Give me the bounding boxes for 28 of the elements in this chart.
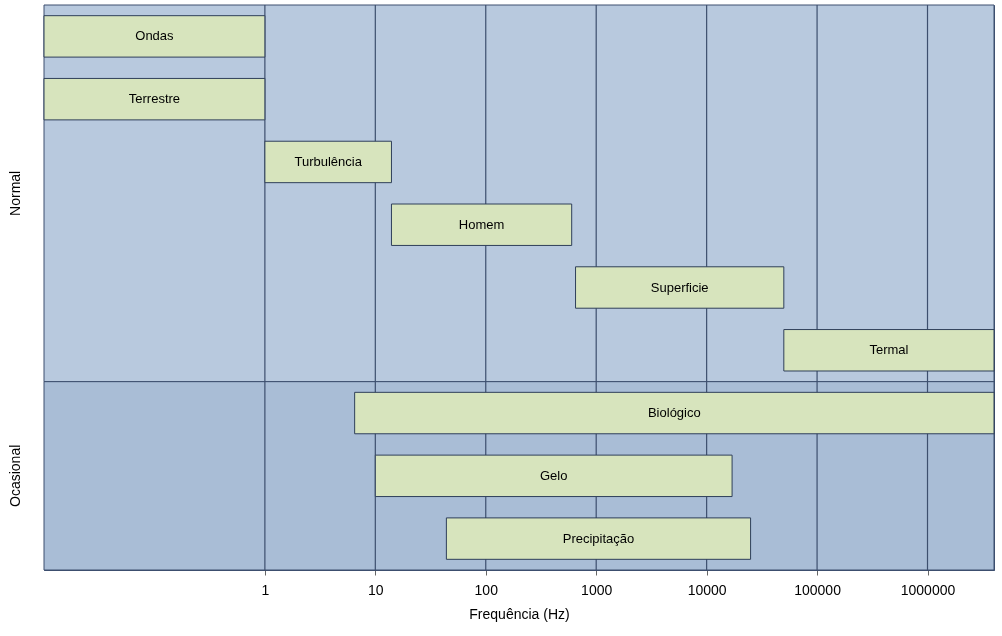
y-tick-label: Terrestre <box>128 91 181 107</box>
bar <box>43 77 266 121</box>
x-tick-label: 10000 <box>687 581 727 598</box>
x-tick-label: 1000 <box>581 581 613 598</box>
bar <box>43 15 266 58</box>
bar <box>390 203 573 246</box>
y-tick-label: Termal <box>869 342 909 358</box>
y-tick-label: Precipitação <box>562 530 635 546</box>
x-tick-label: 100000 <box>794 581 842 598</box>
y-tick-label: Superficie <box>650 279 709 295</box>
x-axis-title: Frequência (Hz) <box>469 605 570 622</box>
x-tick-label: 1 <box>261 581 270 598</box>
x-tick-label: 10 <box>368 581 384 598</box>
y-tick-label: Biológico <box>647 405 701 421</box>
y-tick-label: Turbulência <box>294 153 363 169</box>
y-tick-label: Ondas <box>135 28 175 44</box>
bar <box>374 454 733 498</box>
bar <box>783 329 995 372</box>
band-label: Normal <box>7 170 23 216</box>
bar <box>264 140 392 184</box>
x-tick-label: 1000000 <box>900 581 956 598</box>
y-tick-label: Homem <box>458 216 505 232</box>
bar <box>445 517 752 560</box>
bar <box>575 266 785 309</box>
band-label: Ocasional <box>7 444 23 507</box>
x-tick-label: 100 <box>474 581 499 598</box>
bar <box>354 391 995 435</box>
y-tick-label: Gelo <box>539 467 568 483</box>
